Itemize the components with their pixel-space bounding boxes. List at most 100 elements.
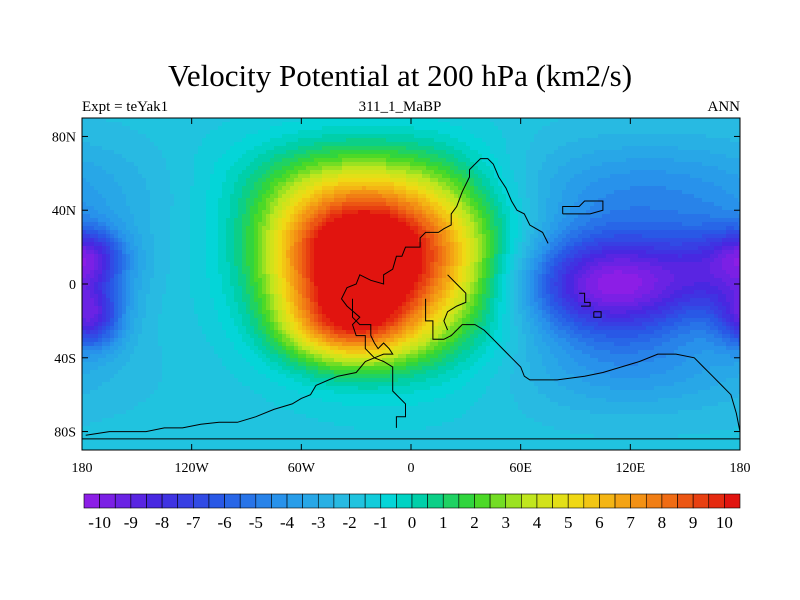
field-cell <box>166 370 171 375</box>
field-cell <box>90 382 95 387</box>
field-cell <box>222 322 227 327</box>
field-cell <box>242 246 247 251</box>
field-cell <box>158 302 163 307</box>
field-cell <box>278 406 283 411</box>
field-cell <box>134 262 139 267</box>
field-cell <box>86 158 91 163</box>
field-cell <box>310 142 315 147</box>
field-cell <box>266 298 271 303</box>
field-cell <box>306 338 311 343</box>
field-cell <box>230 122 235 127</box>
field-cell <box>110 190 115 195</box>
field-cell <box>194 318 199 323</box>
field-cell <box>194 230 199 235</box>
field-cell <box>106 422 111 427</box>
field-cell <box>206 350 211 355</box>
field-cell <box>262 266 267 271</box>
field-cell <box>94 222 99 227</box>
field-cell <box>142 234 147 239</box>
field-cell <box>198 370 203 375</box>
field-cell <box>230 118 235 123</box>
field-cell <box>246 362 251 367</box>
field-cell <box>194 250 199 255</box>
field-cell <box>94 326 99 331</box>
field-cell <box>182 206 187 211</box>
field-cell <box>274 414 279 419</box>
field-cell <box>122 446 127 450</box>
field-cell <box>166 130 171 135</box>
field-cell <box>282 278 287 283</box>
field-cell <box>234 206 239 211</box>
field-cell <box>190 414 195 419</box>
field-cell <box>310 334 315 339</box>
field-cell <box>310 282 315 287</box>
field-cell <box>126 358 131 363</box>
field-cell <box>146 206 151 211</box>
field-cell <box>154 362 159 367</box>
field-cell <box>150 334 155 339</box>
field-cell <box>282 234 287 239</box>
field-cell <box>102 426 107 431</box>
field-cell <box>130 210 135 215</box>
field-cell <box>274 422 279 427</box>
season-label: ANN <box>707 99 741 115</box>
field-cell <box>150 218 155 223</box>
field-cell <box>114 242 119 247</box>
field-cell <box>238 386 243 391</box>
field-cell <box>242 402 247 407</box>
field-cell <box>98 334 103 339</box>
field-cell <box>134 318 139 323</box>
field-cell <box>254 282 259 287</box>
field-cell <box>174 150 179 155</box>
field-cell <box>110 434 115 439</box>
field-cell <box>130 346 135 351</box>
field-cell <box>190 322 195 327</box>
field-cell <box>174 214 179 219</box>
field-cell <box>154 390 159 395</box>
field-cell <box>186 214 191 219</box>
field-cell <box>218 130 223 135</box>
field-cell <box>234 414 239 419</box>
field-cell <box>306 434 311 439</box>
field-cell <box>250 290 255 295</box>
field-cell <box>290 206 295 211</box>
field-cell <box>294 326 299 331</box>
field-cell <box>258 446 263 450</box>
field-cell <box>166 170 171 175</box>
field-cell <box>94 378 99 383</box>
field-cell <box>194 414 199 419</box>
field-cell <box>286 214 291 219</box>
field-cell <box>286 150 291 155</box>
field-cell <box>98 402 103 407</box>
field-cell <box>310 330 315 335</box>
field-cell <box>158 150 163 155</box>
field-cell <box>226 398 231 403</box>
field-cell <box>314 318 319 323</box>
field-cell <box>110 430 115 435</box>
field-cell <box>122 422 127 427</box>
field-cell <box>246 394 251 399</box>
field-cell <box>318 422 323 427</box>
field-cell <box>250 202 255 207</box>
field-cell <box>270 398 275 403</box>
field-cell <box>298 402 303 407</box>
field-cell <box>242 350 247 355</box>
field-cell <box>138 150 143 155</box>
field-cell <box>126 278 131 283</box>
field-cell <box>126 198 131 203</box>
field-cell <box>258 186 263 191</box>
field-cell <box>210 134 215 139</box>
field-cell <box>130 418 135 423</box>
field-cell <box>174 382 179 387</box>
field-cell <box>190 122 195 127</box>
field-cell <box>106 250 111 255</box>
field-cell <box>246 230 251 235</box>
field-cell <box>174 182 179 187</box>
field-cell <box>90 194 95 199</box>
field-cell <box>90 446 95 450</box>
field-cell <box>246 182 251 187</box>
field-cell <box>290 210 295 215</box>
field-cell <box>298 350 303 355</box>
field-cell <box>314 370 319 375</box>
field-cell <box>270 138 275 143</box>
